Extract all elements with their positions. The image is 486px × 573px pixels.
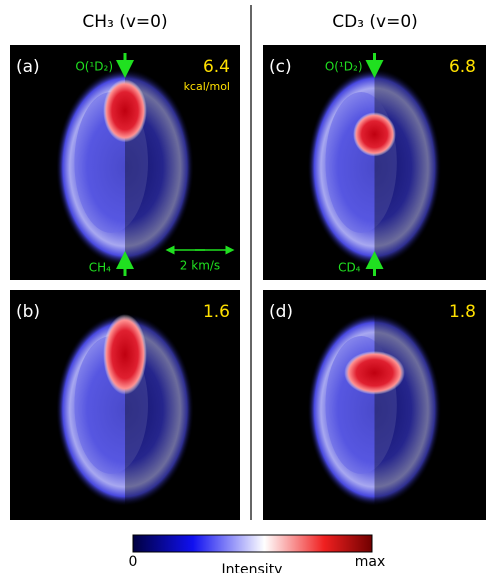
image-blob [344, 351, 405, 395]
image-blob [353, 112, 396, 157]
colorbar [132, 534, 373, 553]
image-half [374, 290, 486, 520]
energy-label: 6.4 [203, 57, 230, 77]
energy-label: 1.8 [449, 302, 476, 322]
panel-label: (b) [16, 302, 40, 322]
panel-label: (a) [16, 57, 40, 77]
energy-label: 1.6 [203, 302, 230, 322]
bottom-arrow-label: CH₄ [89, 261, 111, 275]
image-half [125, 290, 240, 520]
top-arrow-label: O(¹D₂) [325, 60, 363, 74]
colorbar-min: 0 [129, 554, 138, 570]
column-title: CD₃ (v=0) [332, 12, 418, 32]
unit-label: kcal/mol [184, 80, 230, 93]
image-blob [103, 314, 147, 395]
scale-label: 2 km/s [180, 259, 220, 273]
column-title: CH₃ (v=0) [82, 12, 167, 32]
panel-label: (d) [269, 302, 293, 322]
image-blob [103, 79, 147, 143]
colorbar-max: max [355, 554, 386, 570]
image-half [374, 45, 486, 280]
colorbar-title: Intensity [222, 562, 283, 573]
bottom-arrow-label: CD₄ [338, 261, 361, 275]
top-arrow-label: O(¹D₂) [75, 60, 113, 74]
energy-label: 6.8 [449, 57, 476, 77]
panel-label: (c) [269, 57, 292, 77]
image-half [125, 45, 240, 280]
